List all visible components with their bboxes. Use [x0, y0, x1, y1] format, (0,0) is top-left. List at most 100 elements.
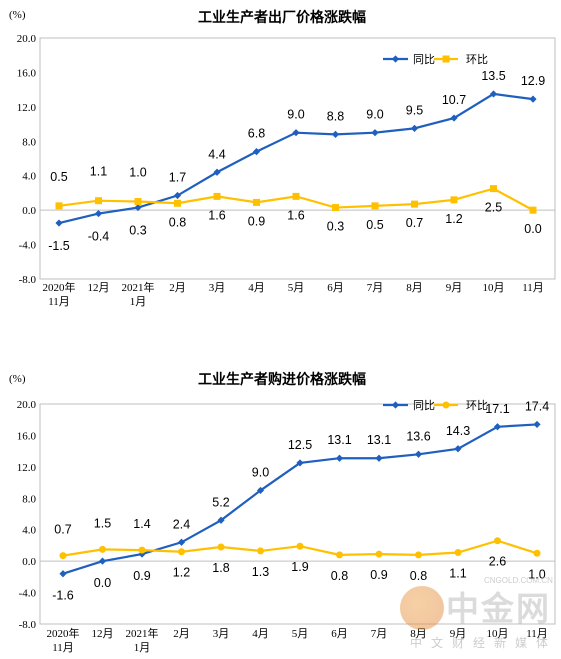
x-tick-label: 3月: [213, 628, 230, 640]
data-point-mom: [454, 549, 462, 556]
data-point-mom: [450, 196, 458, 204]
y-tick-label: 20.0: [17, 33, 37, 45]
x-tick-label: 1月: [130, 296, 147, 308]
y-unit-label: (%): [9, 373, 26, 385]
x-tick-label: 7月: [367, 282, 384, 294]
x-tick-label: 10月: [487, 628, 509, 640]
x-tick-label: 7月: [371, 628, 388, 640]
x-tick-label: 6月: [331, 628, 348, 640]
y-tick-label: 0.0: [22, 556, 36, 568]
x-tick-label: 11月: [522, 282, 544, 294]
data-label-yoy: 0.0: [94, 576, 111, 590]
data-point-yoy: [489, 90, 498, 98]
y-tick-label: 12.0: [17, 462, 37, 474]
data-label-yoy: 5.2: [212, 495, 229, 509]
data-point-yoy: [414, 450, 423, 458]
data-label-mom: 1.1: [90, 165, 107, 179]
data-point-mom: [257, 547, 264, 555]
x-tick-label: 9月: [450, 628, 467, 640]
data-label-mom: 0.9: [248, 214, 265, 228]
chart-panel-2: 工业生产者购进价格涨跌幅 (%) 20.0 16.0 12.0 8.0 4.0 0.0 -4.0…: [9, 371, 556, 654]
data-label-yoy: 13.6: [406, 429, 430, 443]
data-label-mom: 0.5: [50, 170, 67, 184]
data-point-mom: [99, 545, 106, 553]
data-point-yoy: [213, 168, 221, 176]
x-tick-label: 11月: [52, 642, 74, 654]
x-tick-label: 10月: [483, 282, 505, 294]
plot-area: [39, 37, 556, 280]
data-point-yoy: [292, 129, 300, 137]
x-tick-label: 11月: [48, 296, 70, 308]
data-label-yoy: 0.3: [129, 224, 146, 238]
x-tick-label: 2月: [169, 282, 186, 294]
data-label-yoy: -1.5: [48, 239, 70, 253]
data-label-yoy: 9.0: [366, 108, 383, 122]
data-label-yoy: 10.7: [442, 93, 466, 107]
data-point-yoy: [59, 570, 67, 578]
x-tick-label: 8月: [406, 282, 423, 294]
x-tick-label: 12月: [88, 282, 110, 294]
data-label-mom: 0.8: [331, 569, 348, 583]
data-point-yoy: [493, 423, 502, 431]
data-point-mom: [95, 197, 102, 205]
x-tick-label: 11月: [526, 628, 548, 640]
data-point-mom: [529, 206, 537, 214]
x-tick-label: 2021年: [122, 280, 155, 294]
x-tick-label: 2021年: [126, 626, 159, 640]
data-point-yoy: [256, 486, 265, 495]
y-tick-label: 4.0: [22, 525, 36, 537]
y-tick-label: 0.0: [22, 205, 36, 217]
data-label-yoy: 9.5: [406, 103, 423, 117]
data-label-mom: 1.6: [208, 208, 225, 222]
data-label-yoy: 17.1: [485, 402, 509, 416]
x-tick-label: 5月: [288, 282, 305, 294]
x-tick-label: 2020年: [47, 626, 80, 640]
y-tick-label: 16.0: [17, 430, 37, 442]
data-label-yoy: 4.4: [208, 147, 225, 161]
data-label-mom: 1.1: [449, 567, 466, 581]
data-point-mom: [415, 551, 422, 559]
data-point-yoy: [454, 445, 462, 453]
data-label-mom: 1.8: [212, 561, 229, 575]
data-label-mom: 1.5: [94, 516, 111, 530]
legend-marker-yoy: [391, 401, 400, 409]
legend: 同比 环比: [383, 399, 488, 412]
x-tick-label: 2020年: [43, 280, 76, 294]
data-point-mom: [55, 202, 63, 210]
data-label-mom: 1.2: [173, 566, 190, 580]
x-tick-label: 8月: [410, 628, 427, 640]
data-label-yoy: 14.3: [446, 424, 470, 438]
data-point-yoy: [98, 557, 107, 565]
data-point-mom: [411, 200, 418, 208]
data-label-yoy: 9.0: [287, 108, 304, 122]
legend-label-mom: 环比: [466, 399, 488, 412]
data-label-yoy: 13.1: [327, 433, 351, 447]
data-label-mom: 1.4: [133, 517, 150, 531]
data-point-yoy: [529, 95, 537, 103]
data-point-yoy: [173, 191, 182, 200]
data-point-mom: [490, 185, 497, 193]
data-label-mom: 0.8: [169, 215, 186, 229]
plot-area: [39, 403, 556, 625]
data-point-yoy: [410, 124, 419, 132]
y-tick-label: 16.0: [17, 67, 37, 79]
legend: 同比 环比: [383, 53, 488, 66]
data-label-yoy: -0.4: [88, 230, 110, 244]
data-point-mom: [213, 192, 221, 200]
data-point-yoy: [375, 454, 383, 462]
y-tick-label: -4.0: [19, 240, 37, 252]
data-point-mom: [494, 537, 501, 545]
legend-label-yoy: 同比: [413, 53, 435, 66]
chart-panel-1: 工业生产者出厂价格涨跌幅 (%) 20.0 16.0 12.0 8.0 4.0 0.0 -4.0…: [9, 9, 556, 308]
data-label-mom: 0.7: [54, 523, 71, 537]
data-label-mom: 1.0: [129, 166, 146, 180]
data-label-mom: 1.2: [445, 212, 462, 226]
x-tick-label: 6月: [327, 282, 344, 294]
data-point-mom: [59, 552, 67, 560]
data-point-yoy: [177, 538, 186, 546]
data-label-mom: 2.5: [485, 201, 502, 215]
data-point-yoy: [331, 130, 340, 138]
y-tick-label: 20.0: [17, 399, 37, 411]
data-label-yoy: 17.4: [525, 399, 549, 413]
data-point-yoy: [94, 209, 103, 218]
